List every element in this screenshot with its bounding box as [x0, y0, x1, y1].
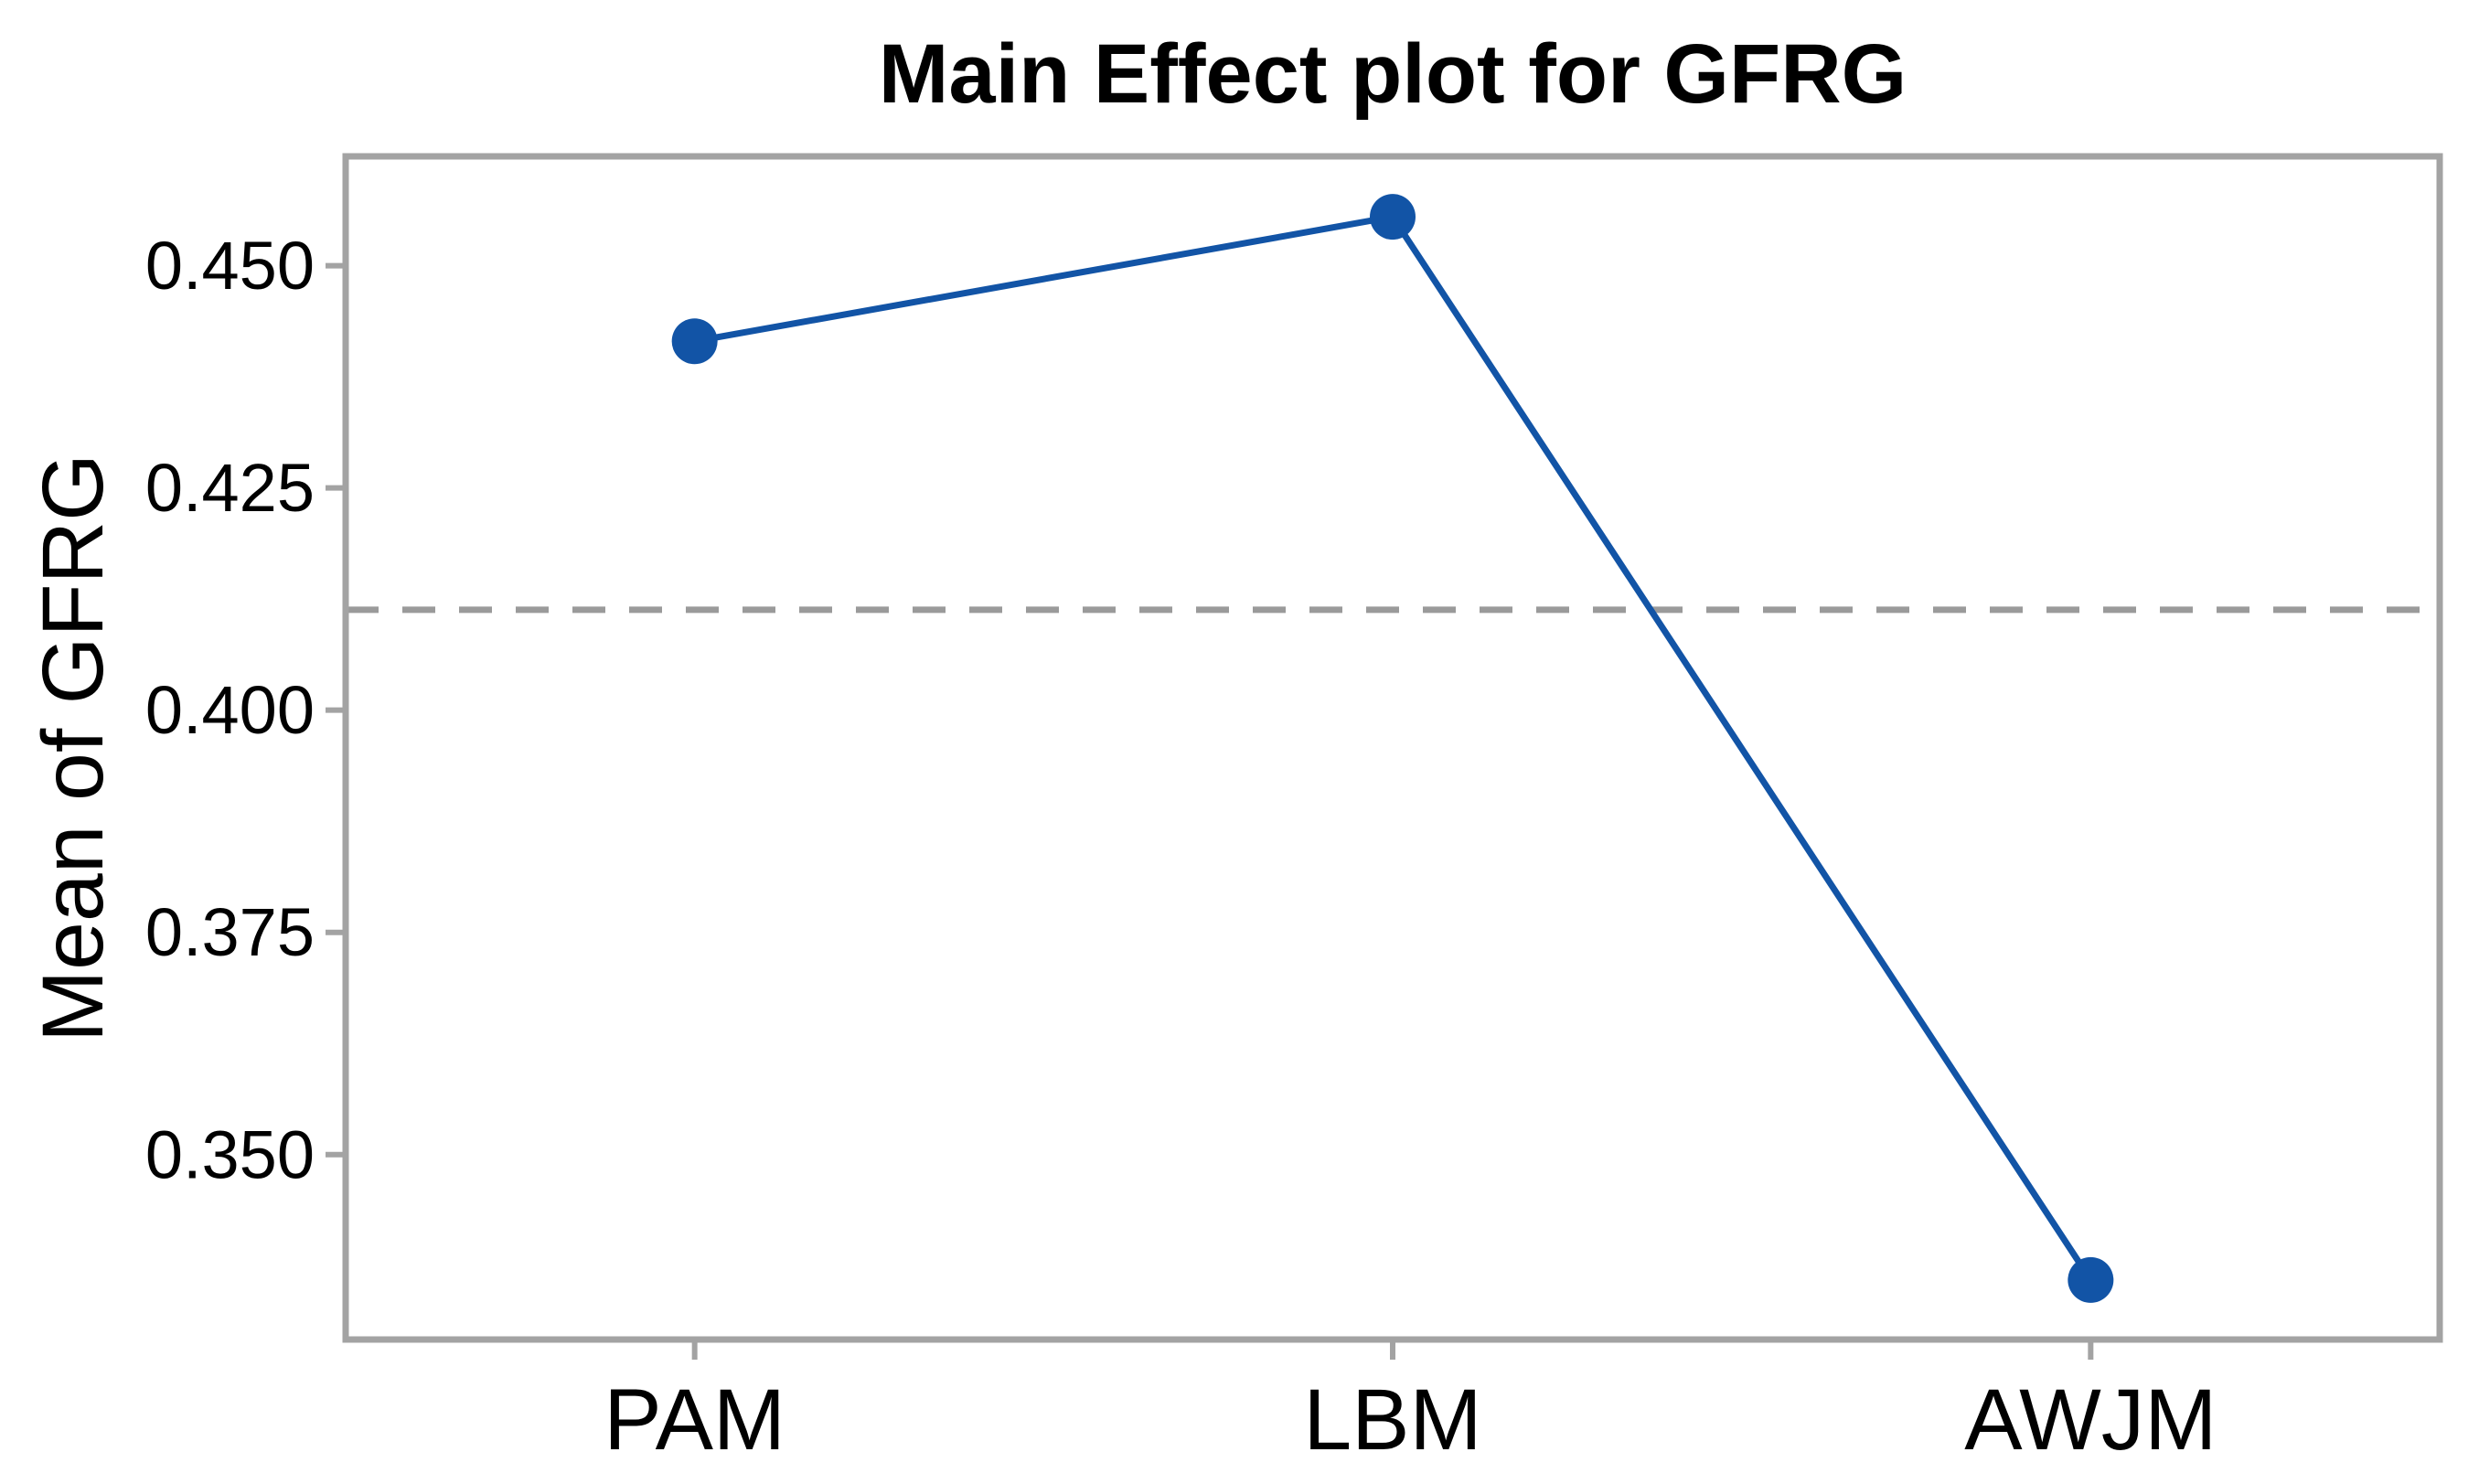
data-point-lbm — [1370, 194, 1416, 240]
y-tick-label: 0.375 — [145, 894, 315, 970]
x-category-label: AWJM — [1964, 1372, 2217, 1468]
y-tick-label: 0.450 — [145, 228, 315, 304]
y-axis-title: Mean of GFRG — [25, 454, 122, 1042]
series-line — [694, 213, 2094, 1282]
y-tick-label: 0.350 — [145, 1116, 315, 1192]
plot-frame — [342, 153, 2443, 1343]
y-tick-label: 0.425 — [145, 450, 315, 526]
chart-title: Main Effect plot for GFRG — [879, 27, 1907, 121]
y-tick-label: 0.400 — [145, 672, 315, 748]
data-point-pam — [671, 318, 718, 365]
data-point-awjm — [2068, 1256, 2114, 1303]
plot-area: 0.450 0.425 0.400 0.375 0.350 PAM LBM AWJM — [145, 153, 2443, 1468]
x-category-label: PAM — [604, 1372, 785, 1468]
x-category-label: LBM — [1303, 1372, 1481, 1468]
